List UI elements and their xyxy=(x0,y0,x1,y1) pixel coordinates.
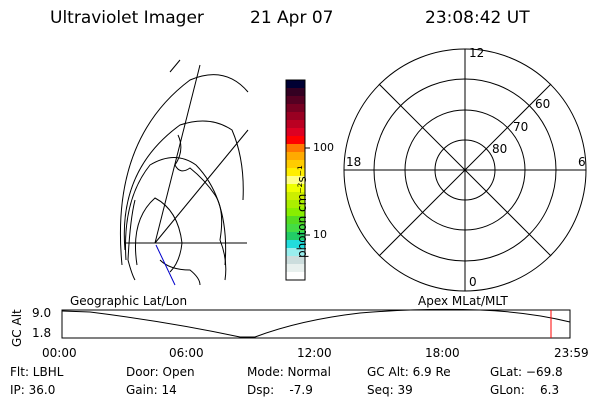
colorbar-swatch xyxy=(286,184,305,193)
colorbar-swatch xyxy=(286,232,305,241)
gain-info: Gain: 14 xyxy=(126,383,177,397)
colorbar-swatch xyxy=(286,264,305,273)
lat-label-80: 80 xyxy=(492,142,508,156)
instrument-title: Ultraviolet Imager xyxy=(50,8,204,28)
altitude-xtick: 00:00 xyxy=(42,346,77,360)
colorbar-swatch xyxy=(286,200,305,209)
altitude-ylabel: GC Alt xyxy=(10,309,24,347)
colorbar-swatch xyxy=(286,176,305,185)
blue-track xyxy=(155,244,176,286)
colorbar-tick-label: 10 xyxy=(313,228,327,241)
lat-label-70: 70 xyxy=(513,120,529,134)
lat-label-60: 60 xyxy=(535,97,551,111)
colorbar-swatch xyxy=(286,136,305,145)
colorbar-tick-label: 100 xyxy=(313,141,334,154)
door-info: Door: Open xyxy=(126,365,195,379)
colorbar xyxy=(286,80,305,281)
colorbar-swatch xyxy=(286,248,305,257)
colorbar-swatch xyxy=(286,240,305,249)
meridian xyxy=(169,59,181,73)
colorbar-label: photon cm⁻²s⁻¹ xyxy=(295,165,309,258)
colorbar-swatch xyxy=(286,112,305,121)
glat-info: GLat: −69.8 xyxy=(490,365,563,379)
altitude-ytick: 9.0 xyxy=(32,306,52,320)
lat-circle xyxy=(125,157,227,266)
altitude-ytick: 1.8 xyxy=(32,326,52,340)
colorbar-swatch xyxy=(286,104,305,113)
date-label: 21 Apr 07 xyxy=(250,8,334,28)
glon-info: GLon: 6.3 xyxy=(490,383,560,397)
mlt-label-0: 0 xyxy=(469,275,477,289)
altitude-xtick: 18:00 xyxy=(425,346,460,360)
colorbar-swatch xyxy=(286,144,305,153)
lat-circle xyxy=(134,197,183,273)
polar-map-label: Apex MLat/MLT xyxy=(418,294,508,308)
colorbar-swatch xyxy=(286,256,305,265)
colorbar-swatch xyxy=(286,88,305,97)
gc-alt-info: GC Alt: 6.9 Re xyxy=(367,365,451,379)
colorbar-frame xyxy=(285,79,306,281)
colorbar-swatch xyxy=(286,96,305,105)
meridian xyxy=(154,129,249,244)
colorbar-swatch xyxy=(286,80,305,89)
geo-map xyxy=(119,59,249,286)
lat-circle xyxy=(119,74,249,266)
lat-circle xyxy=(123,120,244,251)
colorbar-swatch xyxy=(286,160,305,169)
seq-info: Seq: 39 xyxy=(367,383,413,397)
altitude-xtick: 06:00 xyxy=(169,346,204,360)
coastline xyxy=(127,134,227,286)
dsp-info: Dsp: -7.9 xyxy=(247,383,313,397)
filter-info: Flt: LBHL xyxy=(10,365,64,379)
mlt-label-6: 6 xyxy=(578,155,586,169)
colorbar-swatch xyxy=(286,272,305,281)
meridian xyxy=(154,64,201,244)
colorbar-swatch xyxy=(286,168,305,177)
ip-info: IP: 36.0 xyxy=(10,383,56,397)
altitude-xtick: 12:00 xyxy=(297,346,332,360)
colorbar-swatch xyxy=(286,192,305,201)
colorbar-swatch xyxy=(286,120,305,129)
colorbar-swatch xyxy=(286,224,305,233)
mode-info: Mode: Normal xyxy=(247,365,331,379)
altitude-plot-frame xyxy=(61,309,571,339)
altitude-xtick: 23:59 xyxy=(554,346,589,360)
colorbar-swatch xyxy=(286,152,305,161)
colorbar-swatch xyxy=(286,128,305,137)
colorbar-swatch xyxy=(286,216,305,225)
geo-map-label: Geographic Lat/Lon xyxy=(70,294,188,308)
time-label: 23:08:42 UT xyxy=(425,8,530,28)
mlt-label-12: 12 xyxy=(469,46,485,60)
colorbar-swatch xyxy=(286,208,305,217)
polar-grid xyxy=(343,48,587,292)
mlt-label-18: 18 xyxy=(346,155,362,169)
altitude-curve xyxy=(61,308,571,338)
